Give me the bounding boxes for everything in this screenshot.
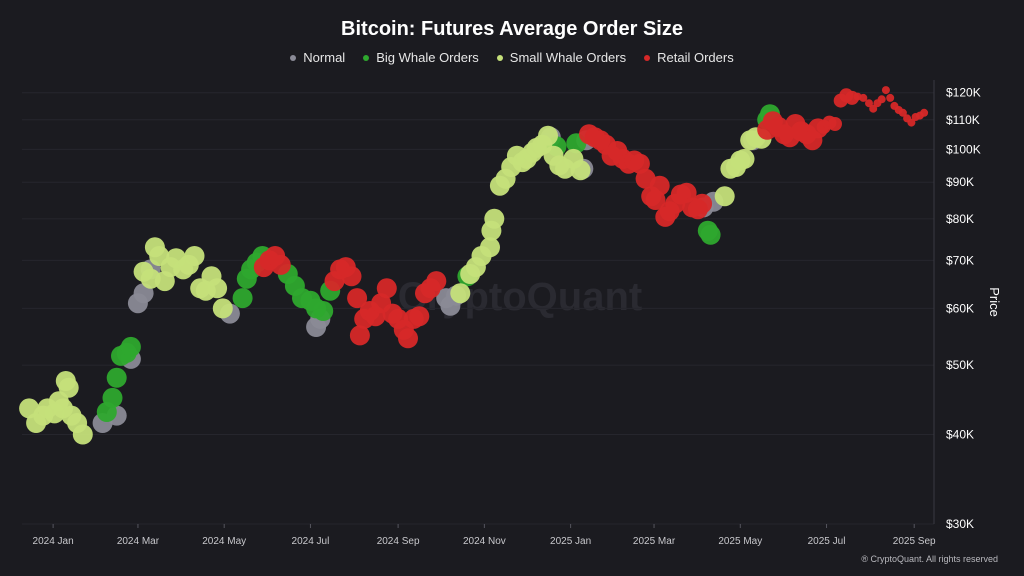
data-point [184,246,205,266]
chart-title: Bitcoin: Futures Average Order Size [341,18,683,40]
data-point [538,125,558,146]
legend-label-big-whale: Big Whale Orders [376,50,479,65]
data-point [426,271,447,292]
y-tick-label: $100K [946,142,981,156]
y-tick-label: $70K [946,253,974,267]
legend-item-small-whale[interactable]: Small Whale Orders [496,50,627,65]
data-point [570,160,591,181]
data-point [313,301,334,321]
data-point [714,186,735,207]
data-point [58,377,79,398]
copyright-notice: ® CryptoQuant. All rights reserved [861,554,998,564]
legend-item-normal[interactable]: Normal [290,50,345,65]
x-tick-label: 2024 May [202,536,246,547]
data-point [886,93,895,102]
data-point [692,193,713,214]
x-tick-label: 2025 Jan [550,536,591,547]
legend-marker-small-whale [496,54,503,61]
data-point [859,93,868,102]
y-tick-label: $60K [946,301,974,315]
legend-marker-retail [644,54,651,61]
legend-item-retail[interactable]: Retail Orders [644,50,734,65]
data-point [828,117,842,131]
data-point [212,298,233,319]
data-point [72,424,93,445]
x-tick-label: 2024 Nov [463,536,506,547]
grid-lines [22,92,934,525]
y-tick-label: $120K [946,86,981,100]
data-point [629,153,650,174]
data-point [700,224,721,245]
x-tick-label: 2024 Jan [33,536,74,547]
data-point [376,278,397,299]
data-point [734,148,755,169]
y-axis-label: Price [987,287,1002,317]
x-tick-label: 2025 May [718,536,762,547]
series-retail-orders [253,86,929,349]
data-point [907,118,916,127]
x-tick-label: 2025 Sep [893,536,936,547]
y-tick-label: $80K [946,212,974,226]
data-point [207,278,228,299]
y-axis-ticks: $120K $110K $100K $90K $80K $70K $60K $50K $40K $… [946,86,981,531]
y-tick-label: $90K [946,175,974,189]
data-point [484,208,505,229]
legend-label-small-whale: Small Whale Orders [509,50,627,65]
data-point [480,237,500,258]
chart-legend: Normal Big Whale Orders Small Whale Orde… [0,50,1024,65]
x-tick-label: 2024 Jul [292,536,330,547]
data-point [865,99,873,108]
data-point [920,108,929,117]
data-point [649,175,670,196]
data-point [409,306,430,327]
data-point [881,86,890,95]
data-point [877,95,886,104]
legend-item-big-whale[interactable]: Big Whale Orders [363,50,479,65]
legend-marker-normal [290,54,297,61]
data-point [869,104,878,113]
y-tick-label: $50K [946,358,974,372]
data-point [398,328,418,349]
data-point [347,288,368,309]
legend-marker-big-whale [363,54,370,61]
x-axis-ticks: 2024 Jan 2024 Mar 2024 May 2024 Jul 2024 Sep… [33,524,936,547]
data-point [349,325,370,346]
data-point [341,266,362,287]
data-point [450,283,471,304]
x-tick-label: 2024 Sep [377,536,420,547]
data-point [102,387,123,408]
x-tick-label: 2024 Mar [117,536,160,547]
data-point [106,367,127,388]
series-small-whale-orders [19,125,772,445]
y-tick-label: $110K [946,113,980,127]
legend-label-normal: Normal [303,50,346,65]
x-tick-label: 2025 Mar [633,536,676,547]
data-points [19,86,929,445]
y-tick-label: $30K [946,517,974,531]
data-point [120,336,141,357]
y-tick-label: $40K [946,427,974,441]
data-point [270,254,291,275]
data-point [232,288,253,309]
legend-label-retail: Retail Orders [657,50,734,65]
x-tick-label: 2025 Jul [808,536,846,547]
data-point [898,108,907,117]
